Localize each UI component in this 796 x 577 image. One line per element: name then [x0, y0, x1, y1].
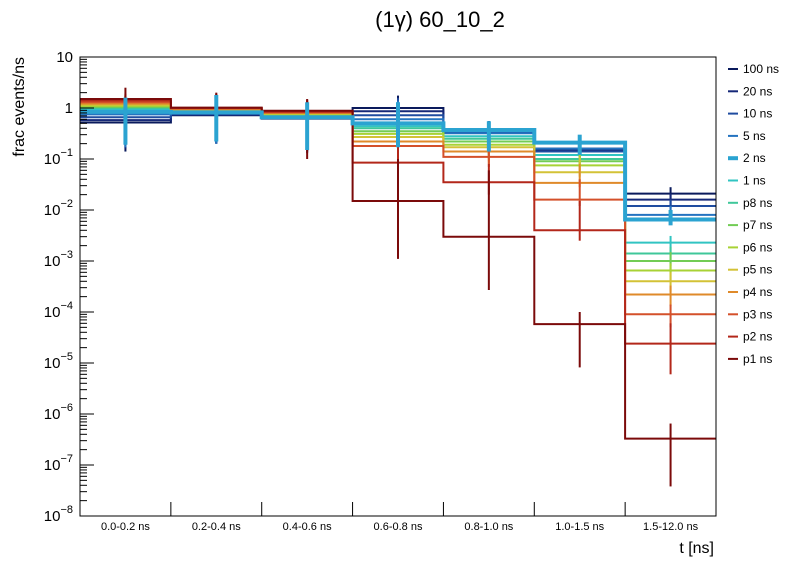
x-tick-label: 0.2-0.4 ns — [192, 521, 241, 533]
y-tick-label: 10−1 — [44, 147, 73, 168]
x-tick-label: 1.5-12.0 ns — [643, 521, 699, 533]
y-tick-label: 1 — [65, 100, 73, 117]
y-tick-label: 10−4 — [44, 300, 73, 321]
legend-item: p8 ns — [728, 196, 772, 210]
legend-item: 20 ns — [728, 84, 772, 98]
legend-item: 5 ns — [728, 129, 766, 143]
x-tick-label: 0.4-0.6 ns — [283, 521, 332, 533]
legend-label: p7 ns — [743, 218, 772, 232]
legend-label: 1 ns — [743, 174, 766, 188]
y-tick-label: 10−5 — [44, 351, 73, 372]
legend-item: p3 ns — [728, 307, 772, 321]
plot-frame — [79, 56, 717, 517]
legend-label: p3 ns — [743, 307, 772, 321]
legend-item: 1 ns — [728, 174, 766, 188]
legend-item: p7 ns — [728, 218, 772, 232]
x-tick-label: 0.0-0.2 ns — [101, 521, 150, 533]
legend-item: 10 ns — [728, 107, 772, 121]
chart-title: (1γ) 60_10_2 — [375, 7, 505, 32]
legend-label: p4 ns — [743, 285, 772, 299]
y-tick-label: 10−2 — [44, 198, 73, 219]
y-tick-label: 10−3 — [44, 249, 73, 270]
legend-label: 5 ns — [743, 129, 766, 143]
x-tick-label: 1.0-1.5 ns — [555, 521, 604, 533]
legend-item: p6 ns — [728, 240, 772, 254]
x-tick-label: 0.6-0.8 ns — [374, 521, 423, 533]
legend-label: 20 ns — [743, 84, 772, 98]
series-2-ns — [80, 94, 716, 226]
x-axis-title: t [ns] — [679, 540, 714, 557]
legend-item: p1 ns — [728, 352, 772, 366]
legend-label: 2 ns — [743, 151, 766, 165]
legend-item: 2 ns — [728, 151, 766, 165]
y-tick-label: 10−7 — [44, 453, 73, 474]
legend-item: p2 ns — [728, 330, 772, 344]
y-tick-label: 10−6 — [44, 402, 73, 423]
legend-item: p4 ns — [728, 285, 772, 299]
legend-item: p5 ns — [728, 263, 772, 277]
legend-label: p8 ns — [743, 196, 772, 210]
x-tick-label: 0.8-1.0 ns — [464, 521, 513, 533]
legend-label: 10 ns — [743, 107, 772, 121]
y-tick-label: 10−8 — [44, 504, 73, 525]
axis-layer: 10−8 10−7 10−6 10−5 10−4 10−3 10−2 10−1 1 10 0.0-0… — [44, 49, 717, 533]
legend-label: 100 ns — [743, 62, 779, 76]
legend-item: 100 ns — [728, 62, 779, 76]
legend-label: p6 ns — [743, 240, 772, 254]
legend-label: p5 ns — [743, 263, 772, 277]
legend-label: p2 ns — [743, 330, 772, 344]
legend: 100 ns 20 ns 10 ns 5 ns 2 ns 1 ns p8 ns p7 ns p6… — [728, 62, 779, 366]
y-axis-title: frac events/ns — [11, 57, 28, 157]
legend-label: p1 ns — [743, 352, 772, 366]
y-tick-label: 10 — [56, 49, 73, 66]
data-layer — [80, 87, 716, 487]
